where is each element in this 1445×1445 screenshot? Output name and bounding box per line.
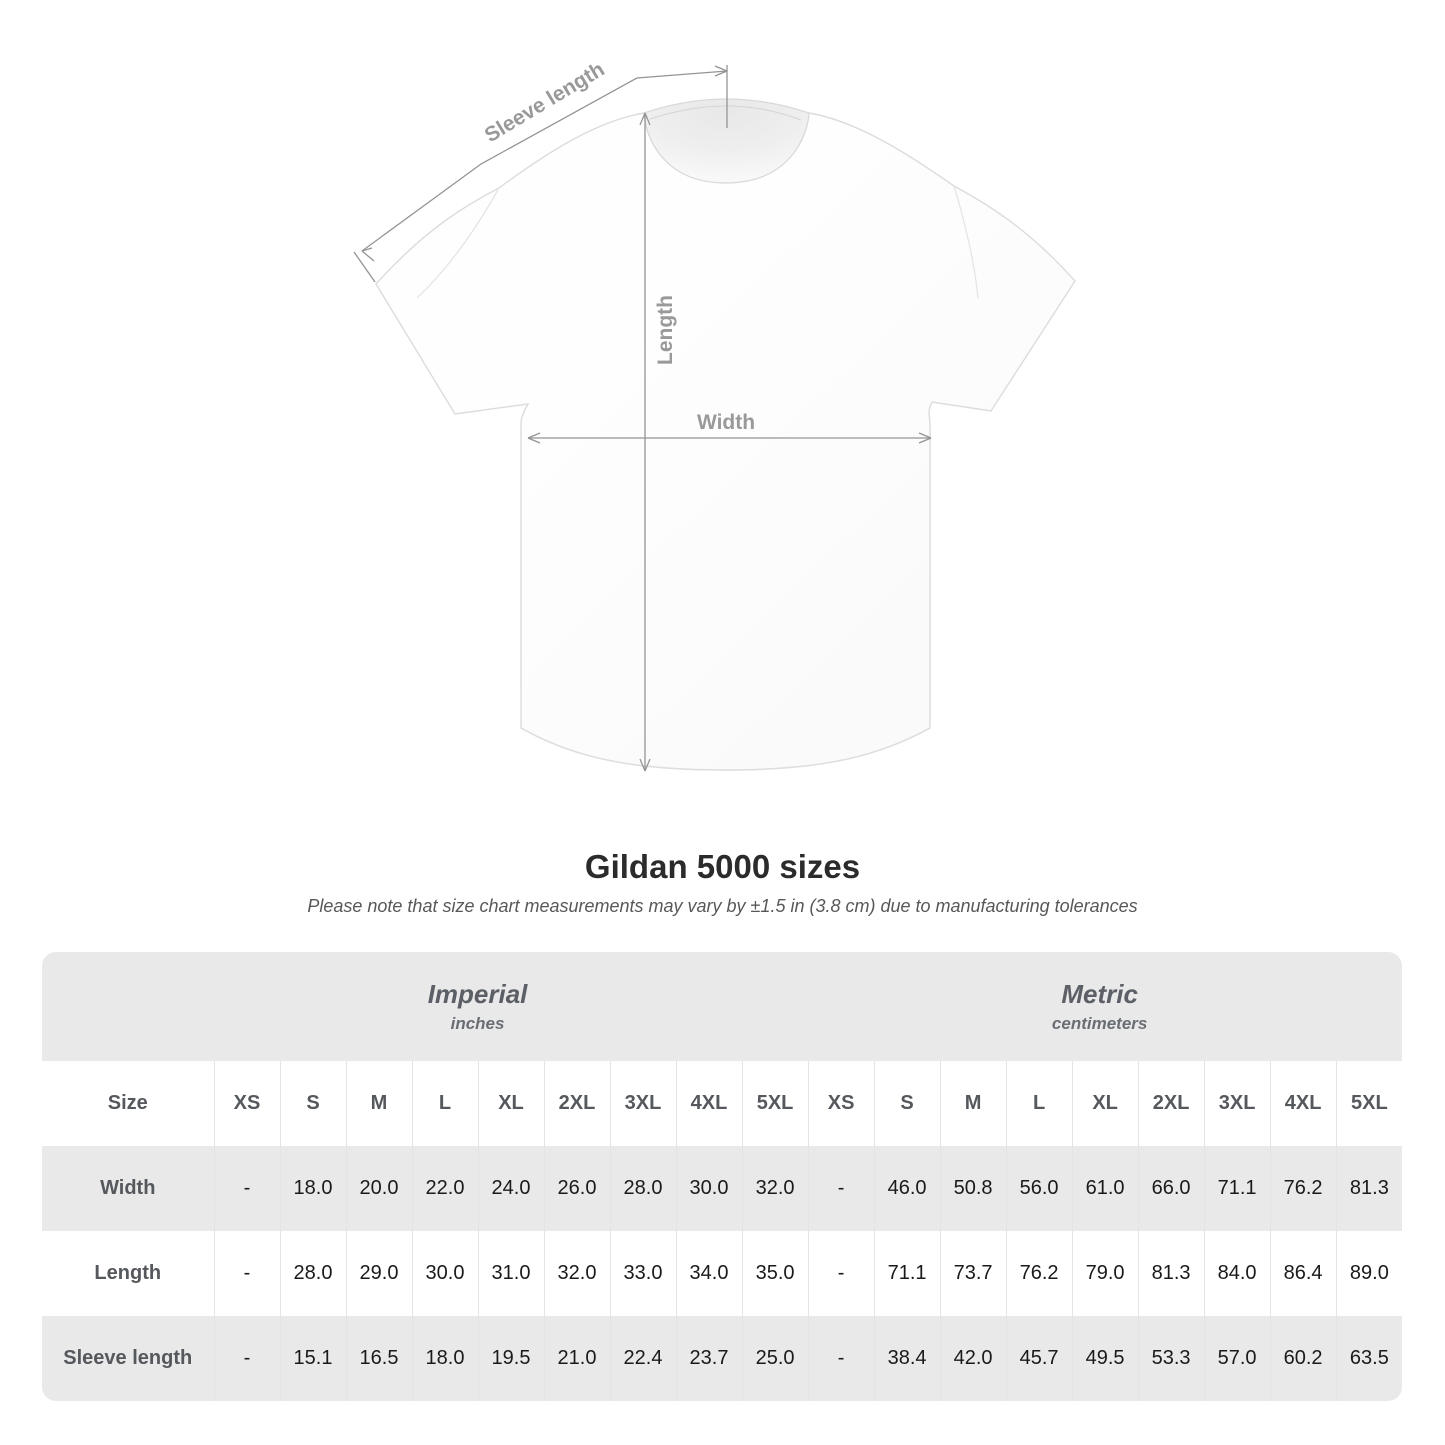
svg-text:Width: Width [697, 411, 755, 434]
svg-text:Length: Length [654, 295, 677, 365]
